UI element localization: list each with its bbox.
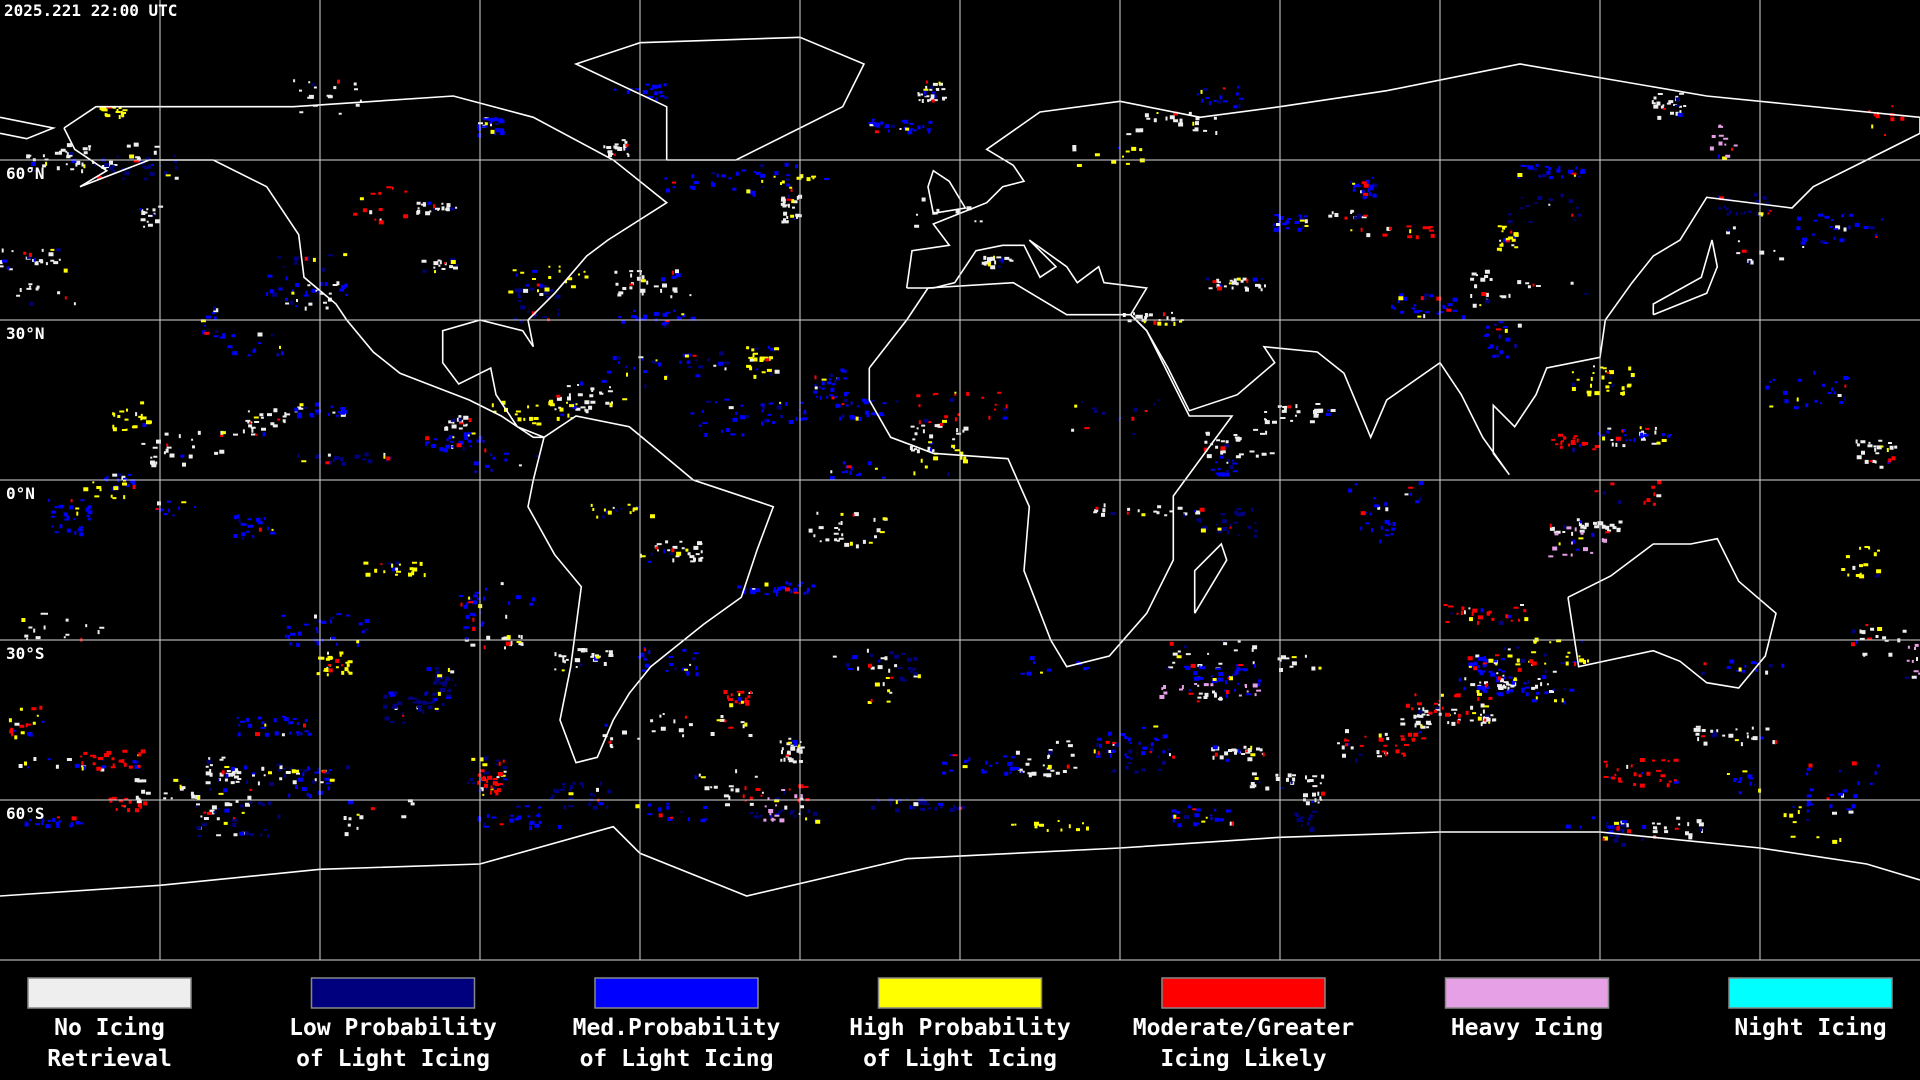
legend-label: No Icing xyxy=(54,1015,165,1041)
legend: No Icing Retrieval Low Probability of Light… xyxy=(27,977,1893,1072)
legend-swatch xyxy=(877,977,1043,1009)
coastline xyxy=(63,95,669,439)
latitude-label: 60°N xyxy=(6,164,45,183)
latitude-label: 30°S xyxy=(6,644,45,663)
coastline xyxy=(1567,537,1777,689)
legend-label: of Light Icing xyxy=(296,1046,490,1072)
legend-label: Heavy Icing xyxy=(1451,1015,1603,1041)
legend-swatch xyxy=(1161,977,1326,1009)
latitude-label: 30°N xyxy=(6,324,45,343)
coastline xyxy=(527,415,775,764)
legend-label: Low Probability xyxy=(289,1015,497,1041)
latitude-label: 60°S xyxy=(6,804,45,823)
legend-label: of Light Icing xyxy=(863,1046,1057,1072)
legend-label: Night Icing xyxy=(1734,1015,1886,1041)
legend-label: High Probability xyxy=(849,1015,1071,1041)
legend-label: Med.Probability xyxy=(573,1015,781,1041)
legend-label: Icing Likely xyxy=(1160,1046,1326,1072)
legend-label: Retrieval xyxy=(47,1046,172,1072)
coastline xyxy=(1652,239,1719,316)
legend-label: Moderate/Greater xyxy=(1133,1015,1355,1041)
legend-label: of Light Icing xyxy=(580,1046,774,1072)
coastline xyxy=(0,116,57,140)
graticule xyxy=(0,0,1920,961)
legend-swatch xyxy=(310,977,476,1009)
icing-data-layer xyxy=(0,79,1920,847)
legend-swatch xyxy=(1728,977,1893,1009)
coastline xyxy=(0,825,1920,897)
latitude-labels: 60°N 30°N 0°N 30°S 60°S xyxy=(6,164,45,823)
timestamp: 2025.221 22:00 UTC xyxy=(4,1,177,20)
coastline xyxy=(868,281,1234,668)
coastline xyxy=(1193,542,1228,614)
latitude-label: 0°N xyxy=(6,484,35,503)
icing-speckles xyxy=(9,79,1905,841)
legend-swatch xyxy=(594,977,759,1009)
legend-swatch xyxy=(1444,977,1610,1009)
legend-swatch xyxy=(27,977,192,1009)
